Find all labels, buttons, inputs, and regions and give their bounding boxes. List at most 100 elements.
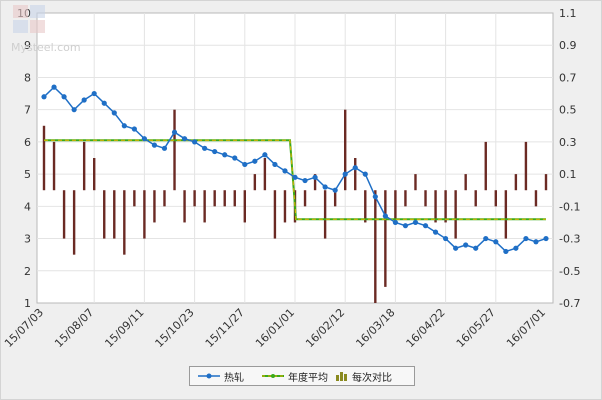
bar-each-comparison [193,190,196,207]
hot-rolled-point [422,223,429,229]
bar-each-comparison [374,190,377,303]
hot-rolled-point [302,177,308,184]
bar-each-comparison [233,190,236,207]
legend-bar-icon [336,372,347,381]
hot-rolled-point [453,245,459,251]
legend: 热轧 年度平均 每次对比 [189,366,415,386]
bar-each-comparison [414,174,417,191]
hot-rolled-point [192,139,198,145]
hot-rolled-point [61,94,67,100]
bar-each-comparison [42,125,46,191]
hot-rolled-point [282,168,288,174]
bar-each-comparison [123,190,126,255]
hot-rolled-point [382,213,388,219]
y-tick-label-left: 7 [24,104,31,117]
legend-dash-line-icon [262,374,284,378]
hot-rolled-point [41,94,47,100]
bar-each-comparison [494,190,497,207]
bar-each-comparison [394,190,397,223]
bar-each-comparison [82,141,86,191]
hot-rolled-point [402,223,409,229]
hot-rolled-point [111,110,117,116]
x-tick-label: 16/05/27 [454,306,498,350]
bar-each-comparison [283,190,287,223]
hot-rolled-point [141,136,147,142]
y-tick-label-right: -0.7 [559,297,580,310]
bar-each-comparison [62,190,66,239]
annual-average-line-dash [44,139,546,220]
bar-each-comparison [344,109,347,191]
hot-rolled-point [372,194,378,200]
bar-each-comparison [544,174,548,191]
y-tick-label-left: 3 [24,233,31,246]
y-tick-label-right: 0.9 [559,39,577,52]
y-tick-label-right: 1.1 [559,7,577,20]
bar-each-comparison [313,174,317,191]
bar-each-comparison [133,190,136,207]
bar-each-comparison [173,109,176,191]
bar-each-comparison [484,141,487,191]
hot-rolled-point [503,248,509,255]
y-tick-label-left: 8 [24,71,31,84]
legend-item-each-comparison[interactable]: 每次对比 [336,369,392,384]
hot-rolled-point [121,123,127,129]
y-tick-label-left: 10 [17,7,31,20]
hot-rolled-point [181,136,188,142]
hot-rolled-point [91,90,97,97]
hot-rolled-point [81,97,87,103]
hot-rolled-point [493,239,499,245]
bar-each-comparison [474,190,477,207]
hot-rolled-point [533,239,539,245]
bar-each-comparison [303,190,307,207]
y-tick-label-right: 0.1 [559,168,577,181]
bar-each-comparison [514,174,518,191]
hot-rolled-point [131,126,137,132]
hot-rolled-point [352,165,358,171]
hot-rolled-point [262,152,268,158]
bar-each-comparison [323,190,327,239]
y-tick-label-left: 9 [24,39,31,52]
bar-each-comparison [143,190,146,239]
bar-each-comparison [253,174,257,191]
bar-each-comparison [223,190,226,207]
x-tick-label: 15/10/23 [153,306,197,350]
hot-rolled-point [171,129,178,135]
y-tick-label-left: 5 [24,168,31,181]
bar-each-comparison [524,141,528,191]
hot-rolled-point [412,219,419,226]
hot-rolled-point [432,229,439,235]
y-tick-label-left: 6 [24,136,31,149]
hot-rolled-point [312,174,318,180]
y-tick-label-left: 4 [24,200,31,213]
bar-each-comparison [384,190,387,287]
legend-item-annual-average[interactable]: 年度平均 [262,369,328,384]
x-tick-label: 16/04/22 [404,306,448,350]
bar-each-comparison [454,190,457,239]
hot-rolled-point [332,187,338,193]
x-tick-label: 16/03/18 [353,306,397,350]
bar-each-comparison [273,190,277,239]
x-tick-label: 16/01/01 [253,306,297,350]
hot-rolled-point [252,158,258,164]
hot-rolled-point [232,155,238,161]
bar-each-comparison [434,190,437,223]
hot-rolled-point [322,184,328,190]
legend-item-hot-rolled[interactable]: 热轧 [198,369,244,384]
hot-rolled-point [202,145,208,151]
y-tick-label-left: 1 [24,297,31,310]
hot-rolled-point [151,142,158,148]
hot-rolled-point [463,242,469,248]
hot-rolled-point [161,145,168,151]
bar-each-comparison [203,190,206,223]
hot-rolled-point [292,174,298,180]
bar-each-comparison [504,190,508,239]
y-tick-label-right: 0.3 [559,136,577,149]
hot-rolled-point [342,171,348,177]
y-tick-label-left: 2 [24,265,31,278]
bar-each-comparison [534,190,538,207]
bar-each-comparison [183,190,186,223]
bar-each-comparison [364,190,367,223]
x-tick-label: 15/07/03 [2,306,46,350]
